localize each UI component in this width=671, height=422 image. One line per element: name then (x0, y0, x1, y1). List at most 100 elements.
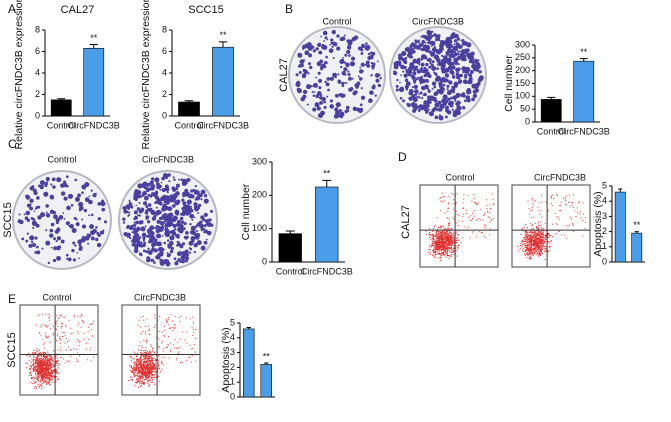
event-dot (472, 230, 474, 233)
colony (88, 195, 91, 198)
event-dot (537, 252, 539, 254)
event-dot (440, 259, 442, 261)
event-dot (141, 353, 144, 355)
event-dot (150, 370, 152, 373)
event-dot (544, 222, 546, 225)
event-dot (135, 362, 138, 364)
event-dot (32, 352, 34, 354)
event-dot (534, 222, 536, 224)
event-dot (177, 341, 179, 343)
colony (135, 220, 139, 225)
colony (195, 232, 201, 238)
event-dot (77, 360, 79, 362)
colony (194, 234, 197, 237)
colony (323, 40, 325, 42)
event-dot (582, 213, 585, 215)
colony (87, 242, 90, 245)
event-dot (140, 381, 142, 383)
event-dot (541, 238, 543, 240)
event-dot (42, 351, 44, 354)
event-dot (467, 226, 469, 228)
event-dot (78, 341, 80, 343)
event-dot (460, 242, 462, 244)
colony (347, 70, 350, 73)
event-dot (541, 251, 543, 253)
event-dot (449, 234, 451, 236)
colony (427, 89, 431, 93)
colony (358, 77, 363, 81)
event-dot (33, 359, 35, 361)
event-dot (542, 231, 544, 234)
y-tick-label: 6 (35, 46, 40, 56)
colony (395, 88, 399, 92)
error-bar (634, 231, 639, 234)
event-dot (453, 253, 455, 256)
event-dot (39, 364, 41, 366)
event-dot (157, 366, 160, 368)
colony (19, 219, 24, 225)
event-dot (73, 314, 75, 316)
event-dot (46, 337, 48, 339)
event-dot (44, 313, 47, 315)
event-dot (521, 227, 523, 230)
colony (171, 186, 176, 191)
event-dot (154, 317, 156, 319)
event-dot (133, 365, 135, 367)
event-dot (528, 253, 530, 255)
event-dot (30, 377, 33, 379)
colony (451, 85, 455, 89)
colony (449, 100, 454, 106)
event-dot (541, 201, 543, 203)
event-dot (541, 228, 543, 230)
event-dot (463, 198, 465, 200)
colony (53, 237, 57, 241)
event-dot (145, 378, 147, 381)
event-dot (132, 370, 134, 372)
colony (140, 226, 146, 232)
event-dot (68, 361, 70, 363)
event-dot (148, 334, 150, 336)
event-dot (141, 330, 144, 333)
event-dot (179, 320, 181, 322)
event-dot (529, 251, 531, 254)
event-dot (41, 385, 43, 387)
colony (96, 242, 102, 248)
event-dot (439, 236, 442, 238)
event-dot (61, 322, 63, 325)
event-dot (440, 253, 442, 255)
event-dot (44, 325, 47, 327)
event-dot (134, 368, 136, 370)
event-dot (147, 325, 149, 327)
y-tick-label: 2 (602, 226, 607, 236)
event-dot (45, 365, 48, 367)
event-dot (487, 211, 489, 214)
event-dot (131, 367, 134, 369)
event-dot (435, 243, 437, 246)
event-dot (141, 372, 144, 374)
event-dot (152, 370, 154, 372)
event-dot (489, 234, 491, 236)
event-dot (534, 251, 536, 253)
event-dot (29, 372, 31, 374)
event-dot (50, 365, 53, 367)
event-dot (532, 202, 534, 205)
event-dot (452, 244, 454, 246)
colony (182, 213, 185, 217)
colony (74, 244, 77, 247)
colony (335, 76, 337, 79)
event-dot (444, 241, 446, 243)
event-dot (161, 340, 163, 342)
event-dot (491, 219, 493, 221)
colony (419, 91, 423, 95)
y-tick-label: 2 (162, 89, 167, 99)
event-dot (453, 237, 455, 239)
event-dot (158, 380, 160, 383)
event-dot (29, 368, 31, 370)
event-dot (429, 237, 431, 239)
event-dot (531, 232, 533, 234)
event-dot (444, 240, 446, 242)
event-dot (179, 361, 182, 363)
event-dot (456, 193, 458, 195)
colony (24, 216, 29, 221)
colony (448, 37, 451, 39)
